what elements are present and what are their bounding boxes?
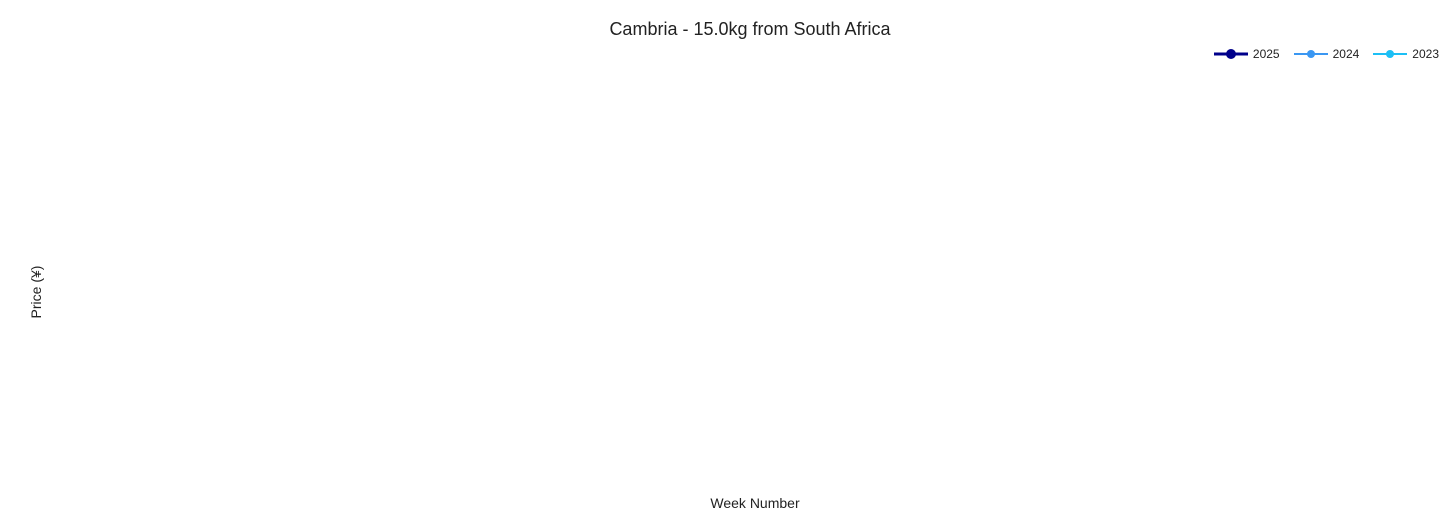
- watermark-banana: [732, 262, 747, 301]
- y-axis-label: Price (¥): [28, 265, 44, 319]
- watermark-logo: [734, 260, 771, 297]
- point-2024: [1167, 395, 1177, 405]
- point-2024: [517, 247, 527, 257]
- x-tick-label: 37: [794, 473, 808, 487]
- point-2025: [516, 326, 528, 338]
- legend-swatch-2025: [1213, 49, 1248, 59]
- y-tick-label: 150: [56, 373, 76, 387]
- point-2024: [424, 231, 434, 241]
- x-tick-label: 31: [237, 473, 251, 487]
- point-2023: [888, 285, 898, 295]
- legend-label: 2024: [1332, 47, 1360, 61]
- legend-swatch-2023: [1373, 50, 1408, 58]
- point-2025: [609, 321, 621, 333]
- point-2023: [1167, 305, 1177, 315]
- band-2025: [150, 213, 708, 413]
- point-2024: [1353, 396, 1363, 406]
- legend-item-2025[interactable]: 2025: [1213, 47, 1280, 61]
- x-tick-label: 39: [980, 473, 994, 487]
- point-2023: [239, 204, 249, 214]
- point-2023: [796, 234, 806, 244]
- watermark-crown: [742, 248, 765, 259]
- point-2025: [145, 238, 157, 250]
- point-2024: [610, 257, 620, 267]
- line-2023: [243, 207, 1359, 431]
- x-tick-label: 33: [423, 473, 437, 487]
- point-2023: [424, 209, 434, 219]
- point-2024: [796, 202, 806, 212]
- point-2024: [888, 313, 898, 323]
- line-2024: [150, 153, 1358, 409]
- chart-title: Cambria - 15.0kg from South Africa: [609, 19, 891, 39]
- x-tick-label: 35: [608, 473, 622, 487]
- watermark-label: [738, 268, 777, 287]
- point-2024: [981, 332, 991, 342]
- x-tick-label: 43: [1351, 473, 1365, 487]
- point-2023: [703, 265, 713, 275]
- point-2024: [1074, 385, 1084, 395]
- range-band: [150, 97, 1358, 447]
- legend-item-2023[interactable]: 2023: [1373, 47, 1439, 61]
- point-2023: [517, 239, 527, 249]
- plot-background: [82, 78, 1430, 466]
- y-tick-label: 100: [56, 456, 76, 470]
- point-2025: [238, 299, 250, 311]
- point-2024: [239, 149, 249, 159]
- legend-swatch-2024: [1293, 50, 1328, 58]
- watermark-text: KINGS: [747, 277, 770, 284]
- point-2023: [1353, 425, 1363, 435]
- y-tick-label: 250: [56, 207, 76, 221]
- line-2025: [149, 242, 709, 334]
- point-2024: [331, 171, 341, 181]
- y-tick-label: 300: [56, 124, 76, 138]
- point-2024: [1260, 403, 1270, 413]
- point-2025: [423, 321, 435, 333]
- legend-item-2024[interactable]: 2024: [1293, 47, 1360, 61]
- x-tick-label: 41: [1165, 473, 1179, 487]
- point-2023: [610, 272, 620, 282]
- point-2023: [1074, 285, 1084, 295]
- legend: 2025 2024 2023: [1213, 47, 1439, 61]
- point-2024: [146, 189, 156, 199]
- x-axis-label: Week Number: [710, 495, 800, 511]
- legend-label: 2025: [1252, 47, 1280, 61]
- point-2023: [331, 216, 341, 226]
- point-2025: [702, 293, 714, 305]
- point-2023: [981, 295, 991, 305]
- legend-label: 2023: [1412, 47, 1439, 61]
- point-2025: [330, 312, 342, 324]
- y-tick-label: 200: [56, 290, 76, 304]
- point-2024: [703, 227, 713, 237]
